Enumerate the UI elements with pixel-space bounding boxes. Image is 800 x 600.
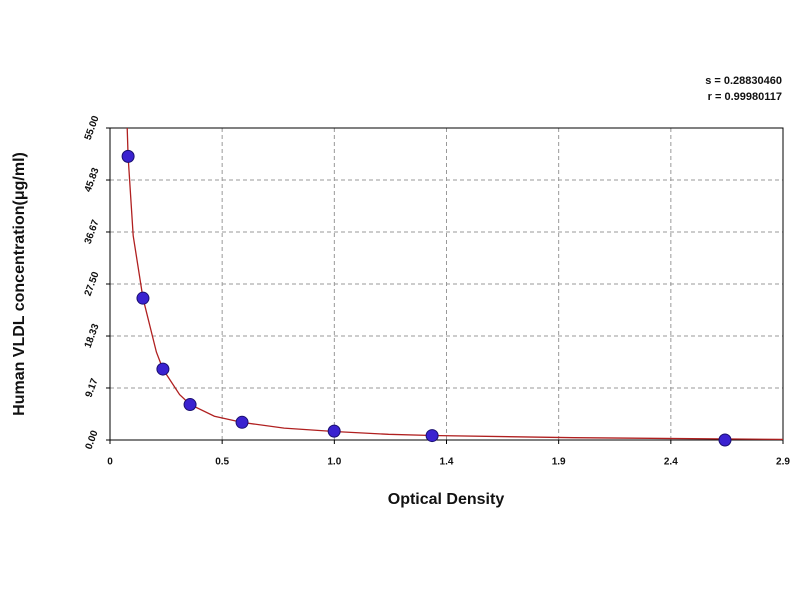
fit-curve [126, 127, 784, 441]
data-point [156, 362, 170, 376]
x-tick-label: 1.0 [327, 457, 341, 468]
x-axis-title: Optical Density [388, 491, 505, 508]
data-point [425, 429, 439, 443]
x-tick-label: 1.9 [552, 457, 566, 468]
data-point [183, 398, 197, 412]
x-tick-label: 2.9 [776, 457, 790, 468]
data-point [121, 149, 135, 163]
data-point [327, 424, 341, 438]
x-tick-label: 2.4 [664, 457, 678, 468]
x-tick-label: 0.5 [215, 457, 229, 468]
plot-frame [109, 127, 784, 441]
data-point [136, 291, 150, 305]
data-point [235, 415, 249, 429]
y-axis-title: Human VLDL concentration(μg/ml) [11, 152, 28, 416]
stat-line: s = 0.28830460 [705, 75, 782, 87]
stat-line: r = 0.99980117 [708, 91, 782, 103]
x-tick-label: 1.4 [440, 457, 454, 468]
x-tick-label: 0 [107, 457, 113, 468]
data-point [718, 433, 732, 447]
